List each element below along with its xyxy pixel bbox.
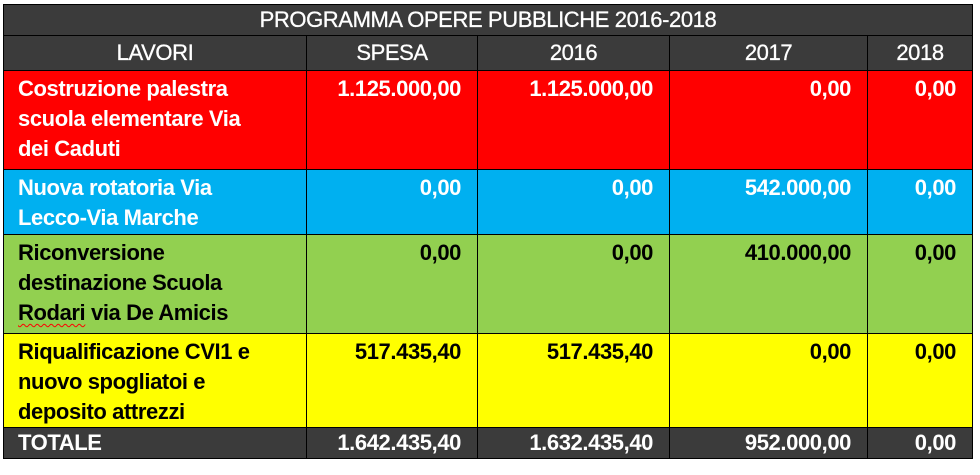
spesa-cell: 517.435,40 [306, 333, 478, 428]
year-2017-cell: 542.000,00 [669, 169, 868, 235]
year-2018-cell: 0,00 [867, 333, 973, 428]
header-spesa: SPESA [306, 35, 478, 71]
total-row: TOTALE 1.642.435,40 1.632.435,40 952.000… [3, 427, 973, 459]
table-row-rotatoria: Nuova rotatoria Via Lecco-Via Marche 0,0… [3, 169, 973, 235]
year-2017-cell: 0,00 [669, 333, 868, 428]
lavori-cell: Costruzione palestra scuola elementare V… [3, 70, 307, 170]
lavori-line: Lecco-Via Marche [18, 205, 199, 230]
spellcheck-word: Rodari [18, 300, 86, 325]
table-row-riconversione: Riconversione destinazione Scuola Rodari… [3, 234, 973, 334]
year-2018-cell: 0,00 [867, 234, 973, 334]
total-spesa: 1.642.435,40 [306, 427, 478, 459]
year-2016-cell: 517.435,40 [477, 333, 670, 428]
year-2018-cell: 0,00 [867, 169, 973, 235]
lavori-line: dei Caduti [18, 136, 121, 161]
lavori-line: deposito attrezzi [18, 399, 185, 424]
year-2018-cell: 0,00 [867, 70, 973, 170]
year-2017-cell: 0,00 [669, 70, 868, 170]
header-2018: 2018 [867, 35, 973, 71]
lavori-line: nuovo spogliatoi e [18, 369, 206, 394]
year-2016-cell: 0,00 [477, 234, 670, 334]
public-works-table-container: PROGRAMMA OPERE PUBBLICHE 2016-2018 LAVO… [3, 4, 973, 459]
spesa-cell: 0,00 [306, 169, 478, 235]
lavori-cell: Riqualificazione CVI1 e nuovo spogliatoi… [3, 333, 307, 428]
lavori-cell: Nuova rotatoria Via Lecco-Via Marche [3, 169, 307, 235]
header-row: LAVORI SPESA 2016 2017 2018 [3, 35, 973, 71]
table-row-riqualificazione: Riqualificazione CVI1 e nuovo spogliatoi… [3, 333, 973, 428]
total-2017: 952.000,00 [669, 427, 868, 459]
total-label: TOTALE [3, 427, 307, 459]
year-2017-cell: 410.000,00 [669, 234, 868, 334]
lavori-line: Riconversione [18, 240, 165, 265]
lavori-line: Nuova rotatoria Via [18, 175, 212, 200]
header-lavori: LAVORI [3, 35, 307, 71]
lavori-line: Rodari via De Amicis [18, 300, 229, 325]
total-2018: 0,00 [867, 427, 973, 459]
lavori-line: scuola elementare Via [18, 106, 241, 131]
title-row: PROGRAMMA OPERE PUBBLICHE 2016-2018 [3, 4, 973, 36]
lavori-line: Costruzione palestra [18, 76, 228, 101]
lavori-line: destinazione Scuola [18, 270, 222, 295]
table-title: PROGRAMMA OPERE PUBBLICHE 2016-2018 [3, 4, 973, 36]
header-2016: 2016 [477, 35, 670, 71]
header-2017: 2017 [669, 35, 868, 71]
year-2016-cell: 1.125.000,00 [477, 70, 670, 170]
year-2016-cell: 0,00 [477, 169, 670, 235]
spesa-cell: 0,00 [306, 234, 478, 334]
table-row-palestra: Costruzione palestra scuola elementare V… [3, 70, 973, 170]
lavori-cell: Riconversione destinazione Scuola Rodari… [3, 234, 307, 334]
lavori-line: Riqualificazione CVI1 e [18, 339, 250, 364]
public-works-table: PROGRAMMA OPERE PUBBLICHE 2016-2018 LAVO… [3, 4, 973, 459]
spesa-cell: 1.125.000,00 [306, 70, 478, 170]
total-2016: 1.632.435,40 [477, 427, 670, 459]
